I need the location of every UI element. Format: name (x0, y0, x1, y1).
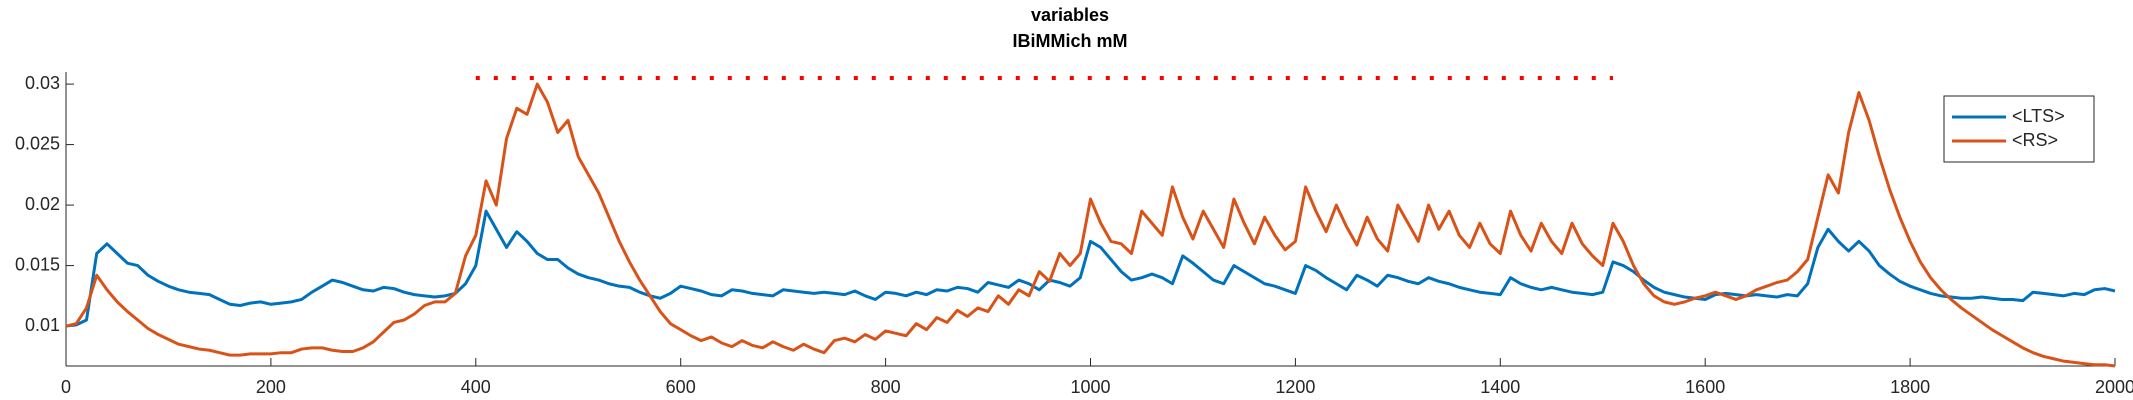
x-tick-label: 200 (256, 377, 286, 397)
x-tick-label: 1600 (1685, 377, 1725, 397)
series-line (65, 209, 2116, 328)
x-tick-label: 1000 (1070, 377, 1110, 397)
x-tick-label: 1200 (1275, 377, 1315, 397)
x-tick-label: 400 (461, 377, 491, 397)
x-tick-label: 0 (61, 377, 71, 397)
legend-label: <LTS> (2012, 106, 2065, 126)
y-tick-label: 0.01 (25, 315, 60, 335)
y-tick-label: 0.03 (25, 73, 60, 93)
x-tick-label: 600 (666, 377, 696, 397)
chart-title: variables (1031, 5, 1109, 25)
y-tick-label: 0.025 (15, 133, 60, 153)
series-line (65, 82, 2116, 368)
legend-label: <RS> (2012, 130, 2058, 150)
x-tick-label: 1400 (1480, 377, 1520, 397)
y-tick-label: 0.02 (25, 194, 60, 214)
y-tick-label: 0.015 (15, 254, 60, 274)
x-tick-label: 800 (871, 377, 901, 397)
chart-subtitle: IBiMMich mM (1013, 31, 1128, 51)
legend-box (1943, 95, 2095, 163)
x-tick-label: 2000 (2095, 377, 2133, 397)
x-tick-label: 1800 (1890, 377, 1930, 397)
